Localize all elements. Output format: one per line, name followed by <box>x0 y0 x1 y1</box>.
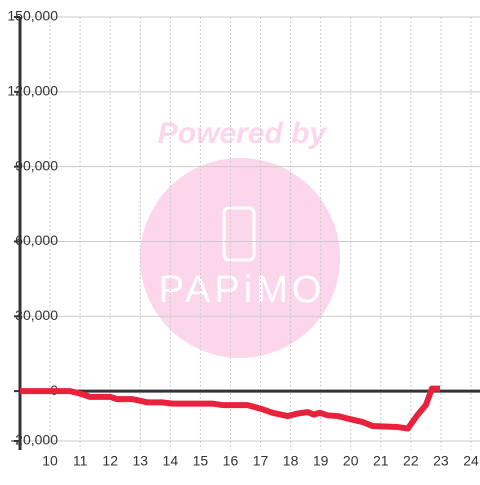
watermark-icon <box>222 206 256 262</box>
x-tick-label: 12 <box>102 453 118 469</box>
x-tick-label: 15 <box>193 453 209 469</box>
x-tick-label: 18 <box>283 453 299 469</box>
y-tick-label: -20,000 <box>11 432 59 448</box>
watermark-text: Powered by <box>158 117 328 150</box>
x-tick-label: 24 <box>463 453 479 469</box>
watermark-circle <box>140 158 340 358</box>
data-line <box>20 385 441 432</box>
x-tick-label: 16 <box>223 453 239 469</box>
x-tick-label: 21 <box>373 453 389 469</box>
x-tick-label: 13 <box>132 453 148 469</box>
y-tick-label: 90,000 <box>15 157 58 173</box>
y-tick-label: 30,000 <box>15 307 58 323</box>
x-tick-label: 20 <box>343 453 359 469</box>
x-tick-label: 11 <box>73 453 88 469</box>
y-tick-label: 60,000 <box>15 232 58 248</box>
y-tick-label: 150,000 <box>7 8 58 24</box>
x-tick-label: 19 <box>313 453 329 469</box>
x-tick-label: 22 <box>403 453 419 469</box>
watermark: Powered by PAPiMO <box>140 117 340 358</box>
x-tick-label: 17 <box>253 453 269 469</box>
x-tick-label: 14 <box>163 453 179 469</box>
watermark-logo: PAPiMO <box>159 269 326 311</box>
x-tick-label: 23 <box>433 453 449 469</box>
x-tick-label: 10 <box>42 453 58 469</box>
y-tick-label: 120,000 <box>7 83 58 99</box>
